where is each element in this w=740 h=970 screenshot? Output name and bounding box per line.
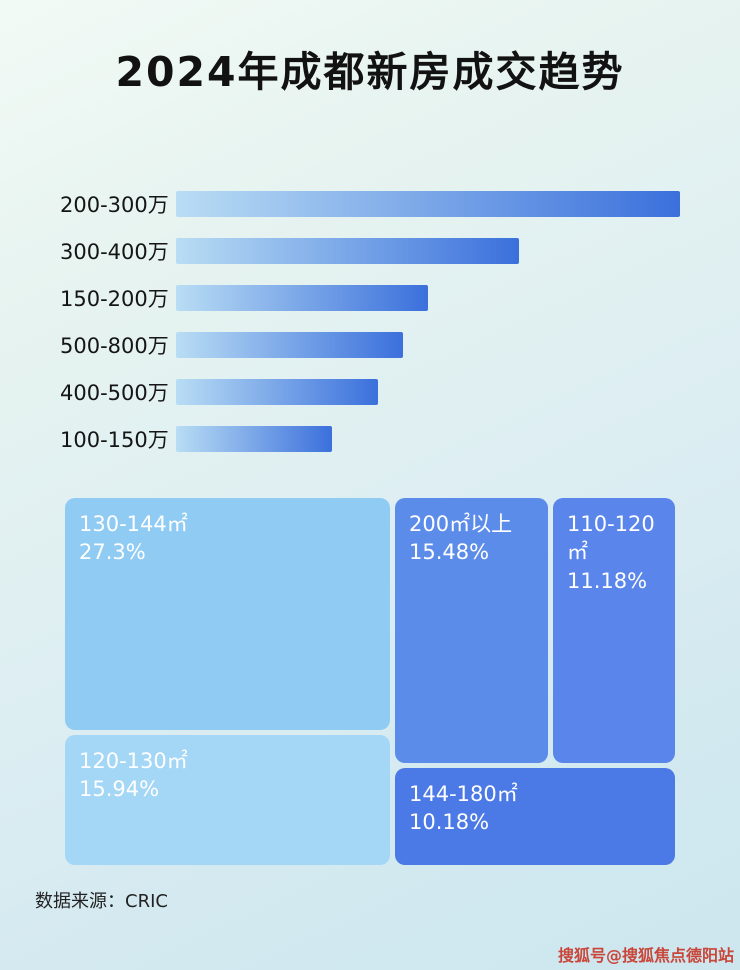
treemap-block-percent: 27.3%: [79, 540, 146, 565]
treemap-block-label: 144-180㎡: [409, 782, 518, 806]
bar-track: [176, 190, 680, 217]
bar-track: [176, 237, 680, 264]
bar-track: [176, 284, 680, 311]
treemap-block-percent: 10.18%: [409, 810, 490, 835]
page-title: 2024年成都新房成交趋势: [115, 48, 625, 96]
treemap-block-percent: 11.18%: [567, 568, 648, 593]
bar: [176, 331, 403, 358]
bar-category-label: 200-300万: [60, 192, 169, 217]
treemap-block-130-144: 130-144㎡ 27.3%: [65, 498, 390, 730]
treemap-block-label: 110-120㎡: [567, 512, 655, 565]
bar-row: 150-200万: [60, 284, 680, 311]
treemap-block-label: 130-144㎡: [79, 512, 188, 536]
treemap-chart: 130-144㎡ 27.3% 200㎡以上 15.48% 110-120㎡ 11…: [65, 498, 675, 865]
bar: [176, 284, 428, 311]
treemap-block-110-120: 110-120㎡ 11.18%: [553, 498, 675, 763]
bar-row: 100-150万: [60, 425, 680, 452]
bar-row: 300-400万: [60, 237, 680, 264]
bar: [176, 190, 680, 217]
treemap-block-label: 120-130㎡: [79, 749, 188, 773]
watermark-text: 搜狐号@搜狐焦点德阳站: [557, 946, 734, 965]
bar-row: 400-500万: [60, 378, 680, 405]
bar-category-label: 400-500万: [60, 380, 169, 405]
bar: [176, 425, 333, 452]
treemap-block-200-plus: 200㎡以上 15.48%: [395, 498, 548, 763]
horizontal-bar-chart: 200-300万 300-400万 150-200万 500-800万 400-500万…: [60, 190, 680, 452]
bar-category-label: 100-150万: [60, 427, 169, 452]
treemap-block-144-180: 144-180㎡ 10.18%: [395, 768, 675, 865]
treemap-block-percent: 15.94%: [79, 777, 160, 802]
treemap-block-percent: 15.48%: [409, 540, 490, 565]
treemap-block-label: 200㎡以上: [409, 512, 513, 536]
bar-track: [176, 378, 680, 405]
bar-category-label: 500-800万: [60, 333, 169, 358]
treemap-block-120-130: 120-130㎡ 15.94%: [65, 735, 390, 865]
bar-category-label: 300-400万: [60, 239, 169, 264]
bar-track: [176, 425, 680, 452]
bar-row: 500-800万: [60, 331, 680, 358]
bar: [176, 378, 378, 405]
bar-track: [176, 331, 680, 358]
bar-category-label: 150-200万: [60, 286, 169, 311]
bar-row: 200-300万: [60, 190, 680, 217]
bar: [176, 237, 519, 264]
data-source-caption: 数据来源：CRIC: [35, 891, 168, 912]
